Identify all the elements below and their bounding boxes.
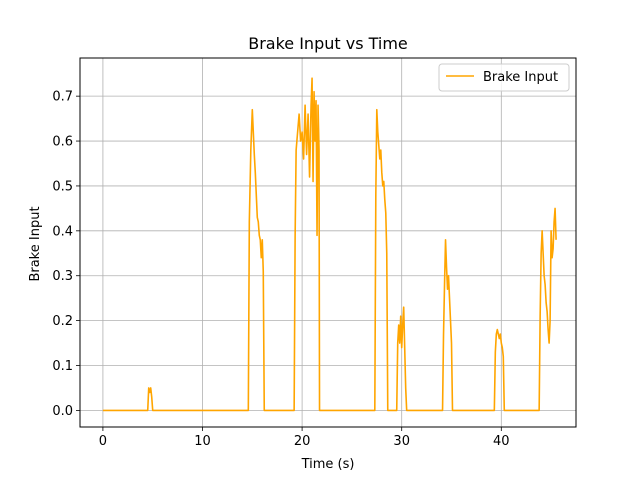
plot-area — [102, 77, 557, 412]
y-tick-label: 0.6 — [52, 135, 73, 150]
x-tick-label: 30 — [393, 434, 410, 449]
y-tick-label: 0.3 — [52, 269, 73, 284]
axes-frame — [79, 57, 577, 428]
series-line-brake-input — [102, 77, 557, 412]
legend-label-brake-input: Brake Input — [483, 70, 558, 85]
y-tick-label: 0.7 — [52, 90, 73, 105]
x-axis-label: Time (s) — [301, 457, 355, 472]
legend-box — [438, 63, 570, 92]
y-axis-ticks: 0.0 0.1 0.2 0.3 0.4 0.5 0.6 0.7 — [52, 90, 80, 419]
legend: Brake Input — [438, 63, 570, 92]
y-tick-label: 0.0 — [52, 404, 73, 419]
y-tick-label: 0.2 — [52, 314, 73, 329]
x-tick-label: 10 — [194, 434, 211, 449]
x-tick-label: 20 — [294, 434, 311, 449]
y-axis-label: Brake Input — [28, 206, 43, 281]
x-tick-label: 40 — [493, 434, 510, 449]
y-tick-label: 0.5 — [52, 179, 73, 194]
y-tick-label: 0.4 — [52, 224, 73, 239]
chart-title: Brake Input vs Time — [248, 34, 408, 53]
gridlines — [80, 58, 576, 427]
x-tick-label: 0 — [99, 434, 107, 449]
x-axis-ticks: 0 10 20 30 40 — [99, 427, 510, 449]
y-tick-label: 0.1 — [52, 359, 73, 374]
